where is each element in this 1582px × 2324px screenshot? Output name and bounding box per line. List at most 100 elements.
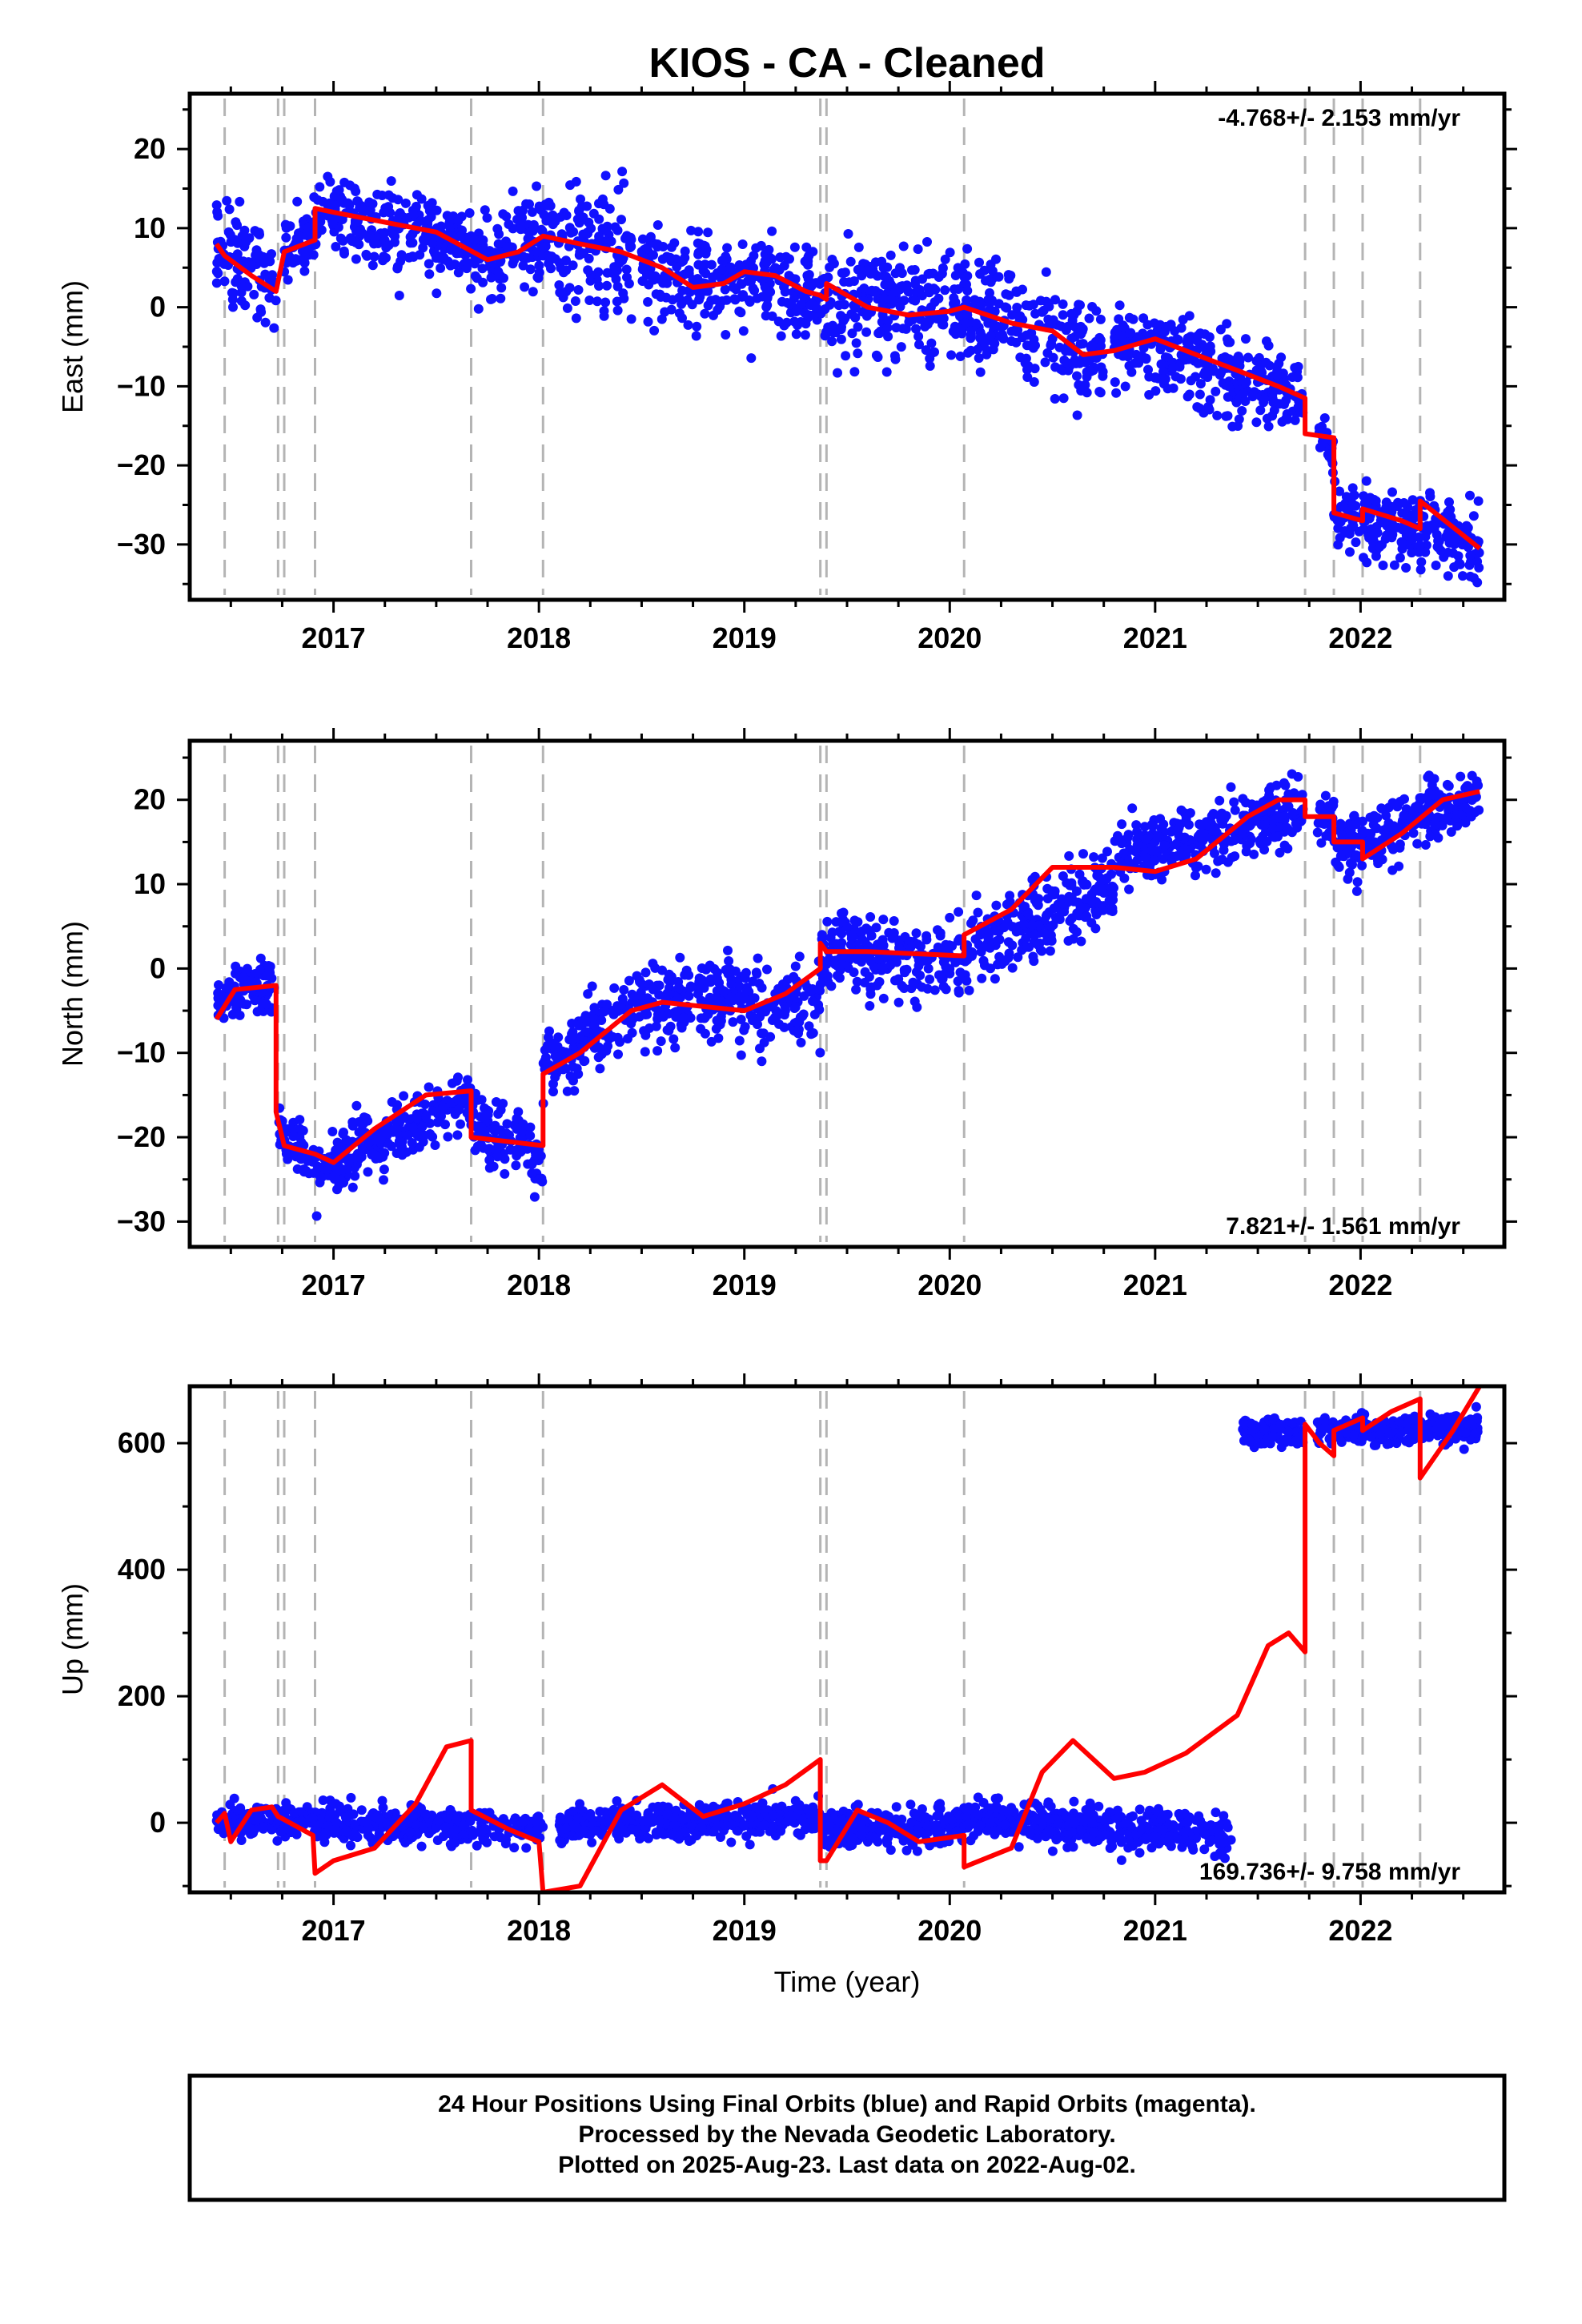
up-point — [405, 1827, 416, 1838]
north-point — [1249, 849, 1259, 859]
north-point — [502, 1119, 512, 1129]
north-point — [869, 962, 879, 972]
north-point — [945, 968, 955, 979]
north-point — [866, 931, 877, 941]
east-point — [692, 321, 702, 332]
north-point — [596, 1015, 607, 1025]
north-point — [567, 1019, 577, 1028]
north-point — [1210, 848, 1219, 858]
north-point — [593, 1042, 604, 1052]
east-point — [618, 288, 628, 299]
east-point — [1204, 404, 1215, 415]
north-point — [456, 1119, 465, 1129]
east-point — [614, 255, 624, 265]
east-point — [1223, 381, 1234, 392]
north-point — [1098, 905, 1108, 915]
east-point — [236, 296, 247, 306]
north-point — [428, 1106, 438, 1116]
east-point — [1473, 496, 1484, 506]
east-point — [1186, 376, 1196, 386]
north-point — [350, 1171, 360, 1181]
north-point — [757, 1056, 767, 1067]
up-point — [296, 1815, 307, 1826]
east-x-tick-label: 2022 — [1328, 621, 1392, 654]
east-point — [703, 300, 713, 311]
north-point — [930, 985, 940, 995]
north-point — [1153, 830, 1163, 841]
east-point — [576, 194, 585, 204]
east-point — [442, 211, 452, 221]
up-point — [342, 1812, 352, 1822]
north-x-tick-label: 2020 — [917, 1269, 982, 1301]
east-point — [665, 253, 675, 263]
east-point — [570, 296, 580, 306]
north-point — [562, 1086, 572, 1096]
east-point — [901, 280, 912, 291]
east-point — [883, 332, 893, 342]
north-point — [1075, 905, 1086, 915]
east-point — [1111, 388, 1122, 398]
east-point — [1144, 372, 1154, 382]
north-point — [347, 1182, 358, 1192]
east-point — [744, 295, 754, 305]
east-point — [496, 283, 507, 293]
east-point — [975, 367, 986, 377]
north-point — [894, 943, 904, 953]
east-point — [243, 281, 253, 292]
north-point — [525, 1122, 536, 1132]
east-point — [303, 246, 314, 256]
north-point — [1430, 819, 1439, 829]
north-point — [1358, 816, 1367, 826]
north-point — [933, 925, 942, 935]
east-point — [625, 243, 636, 252]
east-point — [291, 254, 301, 264]
east-point — [1006, 326, 1017, 336]
north-point — [1315, 799, 1326, 810]
east-point — [532, 181, 542, 191]
east-point — [528, 219, 539, 230]
up-point — [412, 1808, 421, 1819]
east-point — [561, 211, 572, 220]
north-point — [1328, 800, 1339, 810]
north-point — [491, 1097, 501, 1107]
east-point — [1469, 573, 1479, 583]
north-point — [1146, 819, 1157, 830]
north-point — [1042, 883, 1053, 894]
north-point — [537, 1176, 548, 1187]
north-point — [1226, 782, 1236, 792]
north-point — [852, 976, 862, 987]
east-point — [849, 367, 860, 377]
north-point — [757, 983, 767, 993]
east-point — [1453, 551, 1464, 561]
east-point — [1072, 371, 1082, 381]
east-point — [1422, 526, 1432, 536]
east-point — [917, 291, 927, 301]
north-point — [1007, 963, 1018, 973]
east-point — [898, 241, 909, 251]
north-point — [777, 979, 788, 989]
north-point — [937, 974, 947, 984]
north-point — [1170, 839, 1181, 850]
east-point — [593, 267, 604, 277]
east-point — [776, 331, 786, 341]
north-point — [790, 961, 801, 971]
north-point — [921, 931, 932, 941]
north-point — [1058, 871, 1068, 881]
north-point — [624, 975, 634, 986]
north-point — [250, 995, 260, 1006]
north-point — [1376, 803, 1387, 814]
north-point — [885, 960, 896, 971]
north-point — [1349, 811, 1359, 821]
up-point — [362, 1818, 372, 1828]
east-point — [1221, 411, 1231, 421]
east-point — [339, 177, 350, 187]
east-point — [693, 274, 703, 284]
north-point — [447, 1078, 457, 1088]
up-point — [225, 1799, 235, 1810]
east-point — [602, 280, 612, 291]
north-point — [1213, 856, 1223, 866]
east-point — [962, 243, 973, 254]
north-point — [1437, 820, 1447, 830]
east-point — [982, 349, 992, 360]
east-point — [847, 328, 857, 339]
